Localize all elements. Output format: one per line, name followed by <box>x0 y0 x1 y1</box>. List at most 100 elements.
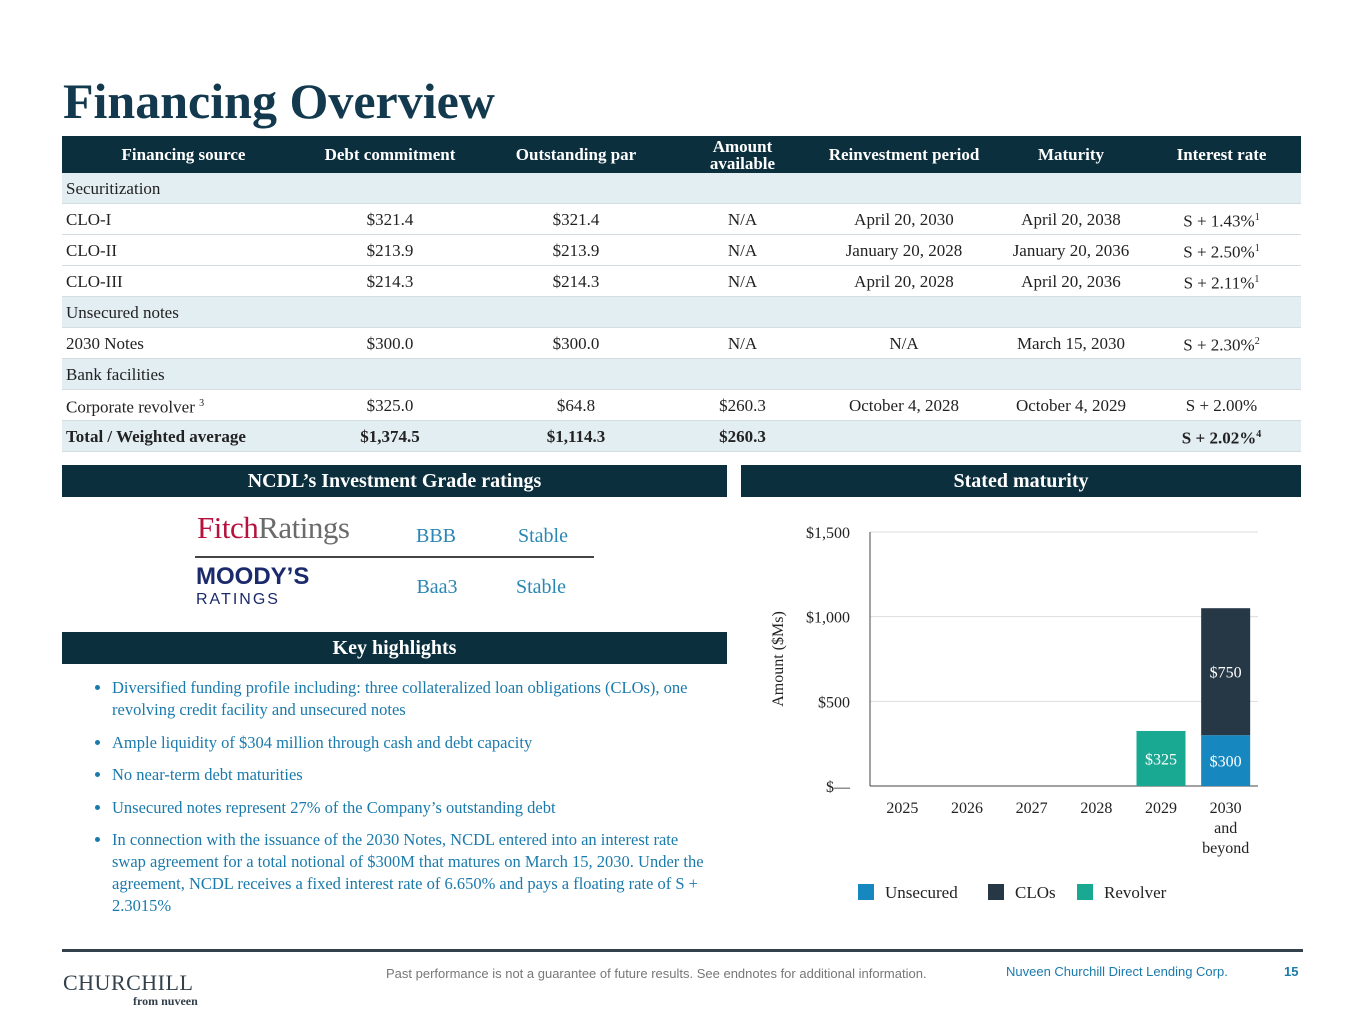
column-header: Maturity <box>1000 136 1142 173</box>
footer-rule <box>62 949 1303 952</box>
slide-title: Financing Overview <box>63 73 495 129</box>
section-row: Bank facilities <box>62 358 1301 390</box>
table-cell: $321.4 <box>475 203 677 235</box>
table-row: Total / Weighted average $1,374.5 $1,114.3… <box>62 420 1301 452</box>
table-cell: S + 2.50%1 <box>1142 234 1301 266</box>
table-cell: $260.3 <box>677 420 808 452</box>
table-cell: April 20, 2030 <box>808 203 1000 235</box>
table-cell: 2030 Notes <box>62 327 305 359</box>
table-cell: S + 2.02%4 <box>1142 420 1301 452</box>
bullet: Ample liquidity of $304 million through … <box>112 732 712 754</box>
cell-text: S + 2.11% <box>1183 273 1255 293</box>
table-cell: January 20, 2036 <box>1000 234 1142 266</box>
bar-segment <box>1201 735 1251 786</box>
ratings-heading: NCDL’s Investment Grade ratings <box>62 465 727 497</box>
footnote-ref: 2 <box>1254 335 1260 347</box>
empty-cell <box>808 420 1000 452</box>
highlights-heading: Key highlights <box>62 632 727 664</box>
section-label: Unsecured notes <box>62 296 1301 328</box>
value-label: $325 <box>1145 751 1177 768</box>
divider <box>195 556 594 558</box>
legend-label: Revolver <box>1104 883 1167 902</box>
legend-label: Unsecured <box>885 883 958 902</box>
table-cell: S + 2.30%2 <box>1142 327 1301 359</box>
outlook: Stable <box>516 576 566 598</box>
value-label: $750 <box>1210 665 1242 682</box>
section-row: Unsecured notes <box>62 296 1301 328</box>
value-label: $300 <box>1210 754 1242 771</box>
table-cell: $300.0 <box>475 327 677 359</box>
footer-logo-sub: from nuveen <box>133 994 198 1008</box>
column-header: Outstanding par <box>475 136 677 173</box>
moodys-logo: MOODY’S RATINGS <box>196 564 309 610</box>
table-cell: $260.3 <box>677 389 808 421</box>
bullet: No near-term debt maturities <box>112 764 712 786</box>
rating: BBB <box>415 525 457 547</box>
column-header: Financing source <box>62 136 305 173</box>
table-cell: April 20, 2036 <box>1000 265 1142 297</box>
logo-text: RATINGS <box>196 591 280 608</box>
y-axis-label: Amount ($Ms) <box>770 611 787 707</box>
table-cell: $213.9 <box>475 234 677 266</box>
y-tick-label: $1,500 <box>806 525 850 542</box>
table-cell: N/A <box>677 265 808 297</box>
table-cell: N/A <box>677 327 808 359</box>
footnote-ref: 1 <box>1254 273 1260 285</box>
legend-swatch <box>1077 884 1093 900</box>
table-cell: $300.0 <box>305 327 475 359</box>
table-cell: $214.3 <box>475 265 677 297</box>
y-tick-label: $1,000 <box>806 610 850 627</box>
table-cell: N/A <box>677 203 808 235</box>
disclaimer: Past performance is not a guarantee of f… <box>386 966 927 981</box>
cell-text: Corporate revolver <box>66 397 200 417</box>
bullet: Diversified funding profile including: t… <box>112 677 712 721</box>
x-tick-label: 2027 <box>1016 800 1048 817</box>
table-cell: N/A <box>677 234 808 266</box>
table-cell: $1,114.3 <box>475 420 677 452</box>
x-tick-label: 2028 <box>1080 800 1112 817</box>
section-row: Securitization <box>62 173 1301 204</box>
outlook: Stable <box>518 525 568 547</box>
x-tick-label: 2029 <box>1145 800 1177 817</box>
footnote-ref: 1 <box>1254 242 1260 254</box>
table-cell: January 20, 2028 <box>808 234 1000 266</box>
table-row: 2030 Notes $300.0 $300.0 N/A N/A March 15, 20… <box>62 327 1301 359</box>
x-tick-label: 2026 <box>951 800 983 817</box>
table-cell: $325.0 <box>305 389 475 421</box>
y-tick-label: $500 <box>818 694 850 711</box>
table-cell: S + 2.11%1 <box>1142 265 1301 297</box>
table-row: CLO-II $213.9 $213.9 N/A January 20, 2028 Jan… <box>62 234 1301 266</box>
table-cell: S + 1.43%1 <box>1142 203 1301 235</box>
bullet: In connection with the issuance of the 2… <box>112 829 712 917</box>
table-row: Corporate revolver 3 $325.0 $64.8 $260.3 Oct… <box>62 389 1301 421</box>
table-cell: CLO-III <box>62 265 305 297</box>
x-tick-label: 2030 and beyond <box>1202 800 1249 857</box>
bar-segment <box>1201 608 1251 736</box>
table-cell: $1,374.5 <box>305 420 475 452</box>
table-cell: $213.9 <box>305 234 475 266</box>
legend-swatch <box>988 884 1004 900</box>
empty-cell <box>1000 420 1142 452</box>
column-header: Interest rate <box>1142 136 1301 173</box>
table-cell: S + 2.00% <box>1142 389 1301 421</box>
table-cell: Corporate revolver 3 <box>62 389 305 421</box>
logo-text: Fitch <box>197 510 259 545</box>
page-number: 15 <box>1284 964 1299 979</box>
bullet: Unsecured notes represent 27% of the Com… <box>112 797 712 819</box>
table-cell: CLO-II <box>62 234 305 266</box>
financing-table: Financing source Debt commitment Outstandi… <box>62 136 1301 452</box>
table-cell: April 20, 2038 <box>1000 203 1142 235</box>
highlights-list: Diversified funding profile including: t… <box>80 677 712 928</box>
company-name: Nuveen Churchill Direct Lending Corp. <box>1006 964 1228 979</box>
section-label: Securitization <box>62 173 1301 204</box>
column-header: Debt commitment <box>305 136 475 173</box>
column-header: Reinvestment period <box>808 136 1000 173</box>
cell-text: S + 2.50% <box>1183 242 1255 262</box>
bar-segment <box>1136 730 1186 786</box>
table-cell: N/A <box>808 327 1000 359</box>
section-label: Bank facilities <box>62 358 1301 390</box>
table-row: CLO-III $214.3 $214.3 N/A April 20, 2028 Apri… <box>62 265 1301 297</box>
footer-logo: CHURCHILL <box>63 970 194 995</box>
y-tick-label: $— <box>826 779 851 796</box>
